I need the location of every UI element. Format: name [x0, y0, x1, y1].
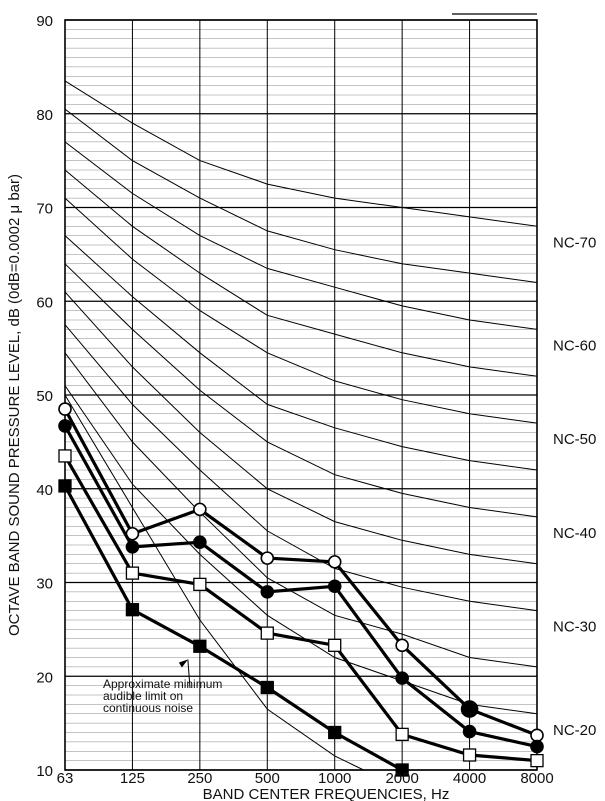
- y-tick-label: 20: [36, 669, 53, 686]
- annotation-text: audible limit on: [103, 689, 183, 703]
- filled-square-marker: [58, 479, 72, 493]
- filled-circle-marker: [327, 579, 342, 594]
- filled-circle-marker: [395, 671, 409, 685]
- nc-label: NC-20: [553, 722, 596, 739]
- y-tick-label: 90: [36, 13, 53, 30]
- data-series: [58, 402, 544, 777]
- filled-circle-marker: [58, 419, 72, 433]
- nc-label: NC-30: [553, 619, 596, 636]
- nc-curve-0: [64, 80, 538, 227]
- open-square-marker: [193, 577, 207, 592]
- nc-curve-9: [64, 352, 538, 668]
- x-tick-label: 125: [120, 770, 145, 787]
- open-square-marker: [260, 626, 274, 640]
- x-tick-label: 8000: [520, 770, 553, 787]
- nc-curve-7: [64, 291, 538, 565]
- series-line-1: [63, 425, 538, 749]
- nc-label: NC-60: [553, 337, 596, 354]
- y-tick-label: 40: [36, 482, 53, 499]
- nc-curves: [64, 80, 538, 771]
- annotation-text: Approximate minimum: [103, 677, 222, 691]
- nc-label: NC-50: [553, 431, 596, 448]
- nc-curve-4: [64, 197, 538, 424]
- x-tick-label: 4000: [453, 770, 486, 787]
- open-circle-marker: [327, 555, 342, 569]
- annotation-leader: [187, 659, 191, 689]
- grid: [64, 13, 538, 771]
- filled-square-marker: [328, 725, 342, 740]
- nc-label: NC-70: [553, 234, 596, 251]
- filled-circle-marker: [462, 724, 477, 739]
- annotation-arrowhead: [178, 659, 188, 668]
- open-square-marker: [58, 449, 72, 463]
- x-tick-label: 250: [187, 770, 212, 787]
- x-tick-label: 500: [255, 770, 280, 787]
- filled-circle-marker: [125, 540, 140, 554]
- open-circle-marker: [460, 700, 479, 718]
- x-tick-label: 1000: [318, 770, 351, 787]
- filled-circle-marker: [260, 585, 275, 599]
- y-tick-label: 80: [36, 107, 53, 124]
- x-axis-label: BAND CENTER FREQUENCIES, Hz: [203, 786, 450, 801]
- y-axis-label: OCTAVE BAND SOUND PRESSURE LEVEL, dB (0d…: [6, 174, 23, 636]
- open-circle-marker: [58, 402, 72, 416]
- x-tick-label: 63: [57, 770, 74, 787]
- open-square-marker: [125, 566, 140, 580]
- series-line-2: [63, 455, 538, 763]
- nc-curve-2: [64, 141, 538, 330]
- y-tick-label: 60: [36, 294, 53, 311]
- open-circle-marker: [260, 551, 275, 565]
- nc-curve-1: [64, 108, 538, 283]
- chart-text: NC-70 NC-60 NC-50 NC-40 NC-30 NC-20 Approximat…: [6, 13, 596, 801]
- open-circle-marker: [530, 728, 544, 743]
- y-tick-label: 50: [36, 388, 53, 405]
- nc-curve-3: [64, 169, 538, 377]
- y-tick-label: 70: [36, 201, 53, 218]
- filled-square-marker: [260, 680, 274, 695]
- nc-label: NC-40: [553, 525, 596, 542]
- filled-circle-marker: [193, 535, 207, 549]
- y-tick-label: 10: [36, 763, 53, 780]
- threshold-curve: [64, 394, 364, 771]
- open-circle-marker: [395, 638, 409, 653]
- series-line-0: [63, 408, 538, 737]
- nc-curve-6: [64, 263, 538, 518]
- filled-square-marker: [193, 639, 207, 653]
- filled-square-marker: [125, 603, 140, 617]
- annotation-text: continuous noise: [103, 701, 193, 715]
- nc-curve-8: [64, 324, 538, 612]
- x-tick-label: 2000: [385, 770, 418, 787]
- open-square-marker: [462, 748, 477, 762]
- nc-curve-5: [64, 235, 538, 471]
- filled-circle-marker: [530, 739, 544, 754]
- open-square-marker: [395, 727, 409, 742]
- open-square-marker: [328, 638, 342, 652]
- series-line-3: [63, 485, 403, 772]
- open-circle-marker: [193, 502, 207, 517]
- y-tick-label: 30: [36, 576, 53, 593]
- filled-square-marker: [395, 763, 409, 777]
- open-square-marker: [530, 753, 544, 768]
